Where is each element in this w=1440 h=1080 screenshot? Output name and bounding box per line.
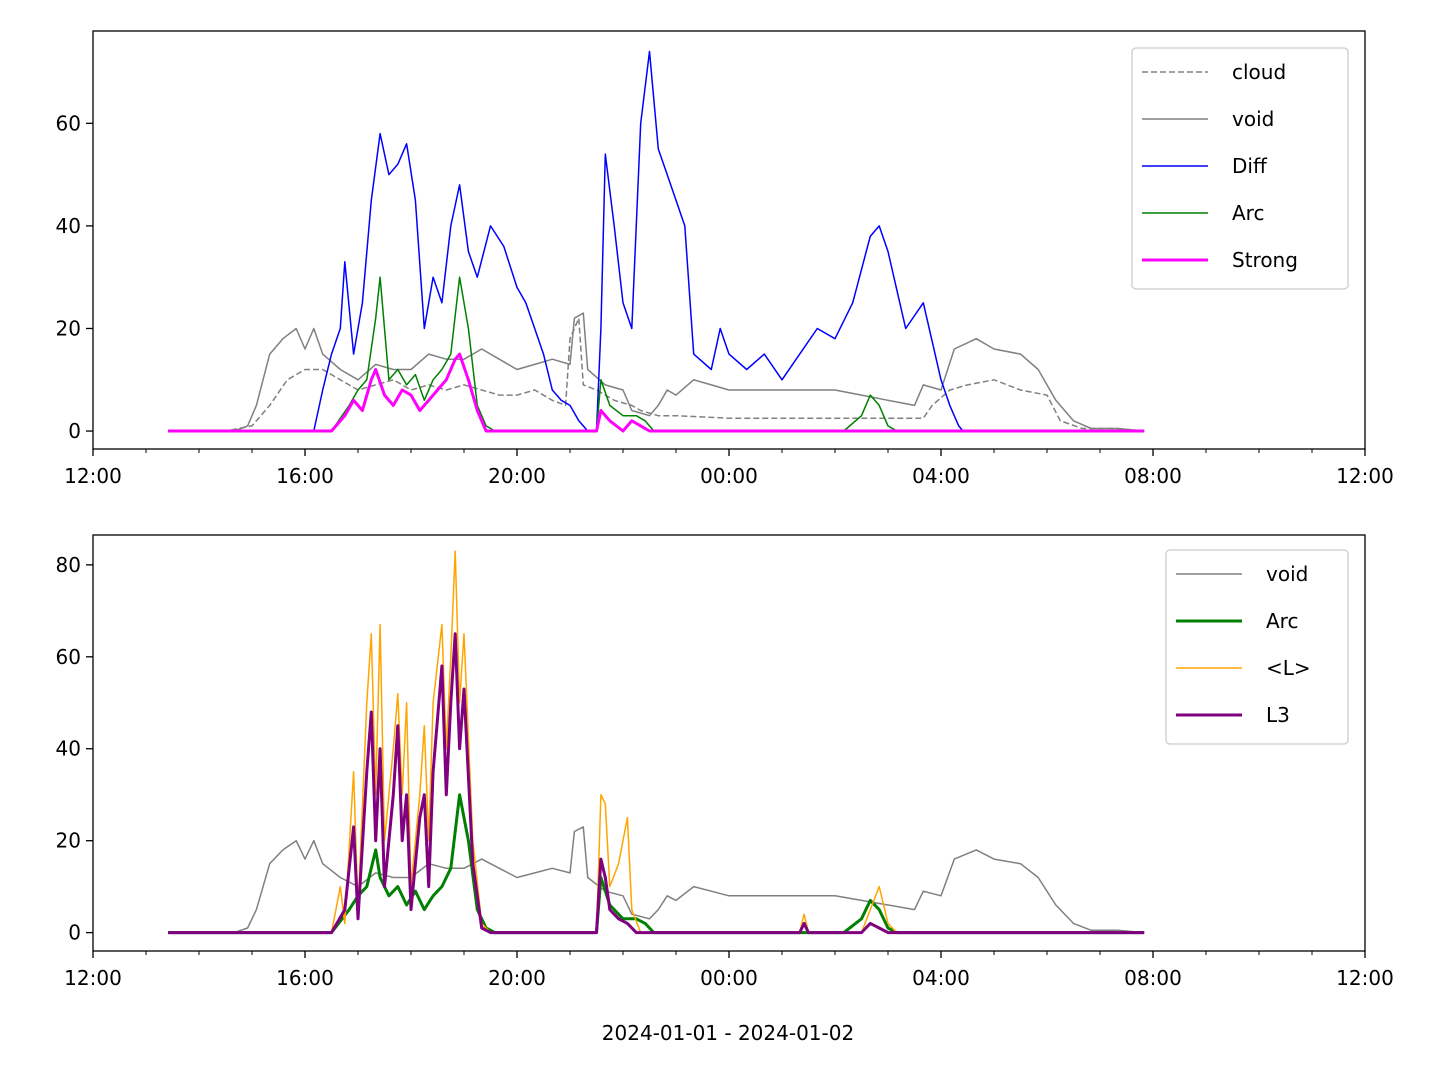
legend-label: Arc xyxy=(1232,201,1264,225)
x-tick-label: 12:00 xyxy=(1336,464,1394,488)
y-tick-label: 20 xyxy=(56,316,81,340)
x-tick-label: 12:00 xyxy=(64,464,122,488)
x-tick-label: 20:00 xyxy=(488,966,546,990)
y-tick-label: 0 xyxy=(68,921,81,945)
legend-label: Arc xyxy=(1266,609,1298,633)
y-tick-label: 20 xyxy=(56,829,81,853)
y-tick-label: 40 xyxy=(56,737,81,761)
x-tick-label: 04:00 xyxy=(912,464,970,488)
series-line-l xyxy=(168,550,1145,934)
series-line-l3 xyxy=(168,632,1145,935)
bottom-panel: 12:00 16:00 20:00 00:00 04:00 08:00 12:00 0 20 40… xyxy=(56,534,1394,990)
x-tick-label: 00:00 xyxy=(700,464,758,488)
legend: cloud void Diff Arc Strong xyxy=(1131,47,1349,290)
legend-label: cloud xyxy=(1232,60,1286,84)
series-line-strong xyxy=(168,352,1145,433)
y-tick-label: 60 xyxy=(56,111,81,135)
legend: void Arc <L> L3 xyxy=(1165,549,1349,745)
series-line-void xyxy=(168,826,1145,934)
x-tick-label: 08:00 xyxy=(1124,966,1182,990)
x-tick-label: 16:00 xyxy=(276,464,334,488)
series-line-arc xyxy=(168,276,1145,432)
legend-label: L3 xyxy=(1266,703,1290,727)
x-tick-label: 12:00 xyxy=(1336,966,1394,990)
legend-label: Strong xyxy=(1232,248,1298,272)
y-tick-label: 60 xyxy=(56,645,81,669)
x-tick-label: 04:00 xyxy=(912,966,970,990)
series-line-arc xyxy=(168,793,1145,935)
legend-label: Diff xyxy=(1232,154,1268,178)
series-line-cloud xyxy=(168,317,1145,432)
x-tick-label: 16:00 xyxy=(276,966,334,990)
legend-box xyxy=(1131,47,1349,290)
legend-label: <L> xyxy=(1266,656,1311,680)
top-panel: 12:00 16:00 20:00 00:00 04:00 08:00 12:00 0 20 40… xyxy=(56,30,1394,488)
x-tick-label: 08:00 xyxy=(1124,464,1182,488)
x-axis-label: 2024-01-01 - 2024-01-02 xyxy=(602,1021,854,1045)
legend-box xyxy=(1165,549,1349,745)
series-line-void xyxy=(168,312,1145,432)
x-tick-label: 00:00 xyxy=(700,966,758,990)
legend-label: void xyxy=(1266,562,1308,586)
y-tick-label: 80 xyxy=(56,553,81,577)
x-tick-label: 12:00 xyxy=(64,966,122,990)
y-tick-label: 0 xyxy=(68,419,81,443)
x-tick-label: 20:00 xyxy=(488,464,546,488)
y-tick-label: 40 xyxy=(56,214,81,238)
legend-label: void xyxy=(1232,107,1274,131)
